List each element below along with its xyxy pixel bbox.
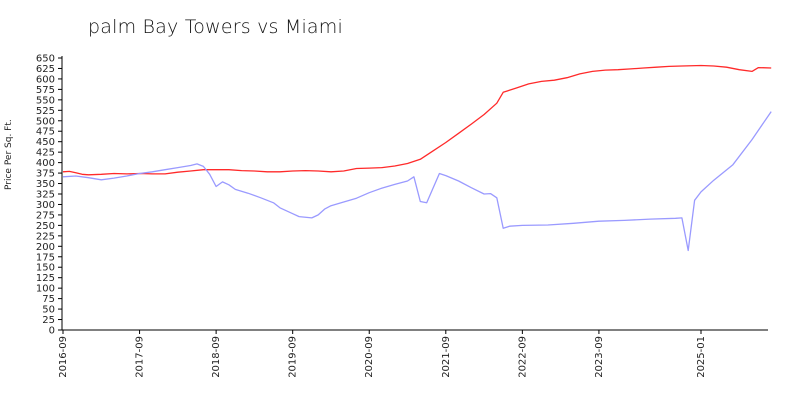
series-line-2 [62,111,772,252]
x-tick-label: 2019-09 [288,336,299,378]
x-tick-label: 2023-09 [594,336,605,378]
y-tick-label: 75 [42,294,55,305]
y-tick-label: 100 [36,284,55,295]
y-tick-label: 125 [36,273,55,284]
x-tick-label: 2020-09 [364,336,375,378]
y-tick-label: 250 [36,221,55,232]
y-tick-label: 275 [36,210,55,221]
x-tick-label: 2022-09 [517,336,528,378]
x-tick-label: 2017-09 [135,336,146,378]
y-tick-label: 500 [36,116,55,127]
y-tick-label: 175 [36,252,55,263]
y-tick-label: 350 [36,179,55,190]
x-tick-label: 2016-09 [58,336,69,378]
y-tick-label: 325 [36,190,55,201]
y-tick-label: 550 [36,95,55,106]
y-tick-label: 200 [36,242,55,253]
chart-title: palm Bay Towers vs Miami [88,16,343,38]
x-tick-label: 2018-09 [211,336,222,378]
y-tick-label: 150 [36,263,55,274]
y-tick-label: 375 [36,169,55,180]
y-tick-label: 0 [49,326,55,337]
y-tick-label: 425 [36,148,55,159]
y-tick-label: 600 [36,74,55,85]
y-tick-label: 625 [36,64,55,75]
y-tick-label: 50 [42,305,55,316]
y-tick-label: 575 [36,85,55,96]
y-tick-label: 475 [36,127,55,138]
x-tick-label: 2021-09 [441,336,452,378]
y-tick-label: 450 [36,137,55,148]
series-line-1 [62,64,772,176]
y-tick-label: 525 [36,106,55,117]
y-tick-label: 400 [36,158,55,169]
y-tick-label: 300 [36,200,55,211]
y-tick-label: 225 [36,231,55,242]
x-tick-label: 2025-01 [696,336,707,378]
y-tick-label: 650 [36,54,55,65]
y-tick-label: 25 [42,315,55,326]
